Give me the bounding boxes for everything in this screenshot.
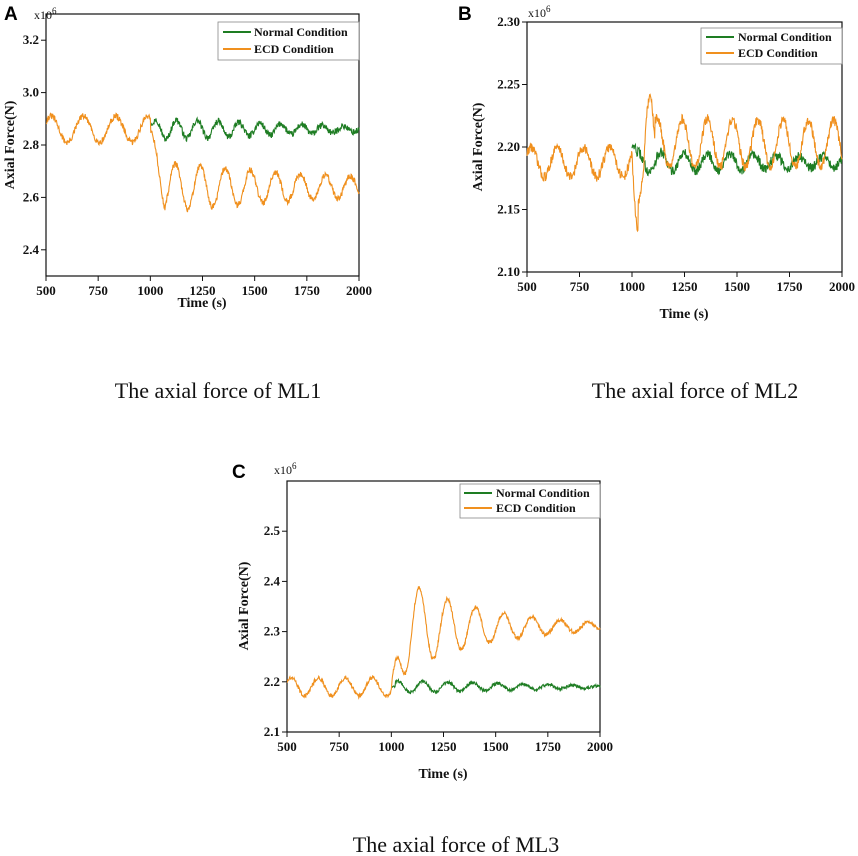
legend-label-normal: Normal Condition	[738, 30, 832, 44]
y-axis-title: Axial Force(N)	[3, 100, 18, 189]
legend-label-normal: Normal Condition	[254, 25, 348, 39]
x-tick-label: 1250	[431, 739, 457, 754]
y-multiplier-base: x10	[274, 463, 292, 477]
y-axis-title: Axial Force(N)	[237, 561, 252, 650]
y-tick-label: 2.25	[497, 77, 520, 92]
chart-panel-a: A x106 500 750 1000 1250 1500 1750 2000 2.4 2.6 2…	[3, 4, 372, 403]
panel-label: B	[458, 4, 472, 25]
svg-text:x106: x106	[528, 4, 551, 20]
legend-label-ecd: ECD Condition	[254, 42, 334, 56]
x-tick-label: 2000	[346, 283, 372, 298]
x-axis-title: Time (s)	[659, 307, 708, 322]
x-tick-label: 750	[88, 283, 108, 298]
x-tick-label: 500	[517, 279, 537, 294]
y-tick-label: 2.20	[497, 139, 520, 154]
y-tick-label: 2.2	[264, 674, 280, 689]
x-tick-label: 1000	[619, 279, 645, 294]
series-line-normal-condition	[391, 678, 601, 695]
series-layer	[45, 112, 360, 213]
axis-ticks: 500 750 1000 1250 1500 1750 2000 2.4 2.6 2.8 3.0 3.…	[23, 32, 372, 298]
chart-panel-b: B x106 500 750 1000 1250 1500 1750 2000 2.10 2.1…	[458, 4, 855, 403]
legend-label-ecd: ECD Condition	[496, 501, 576, 515]
svg-text:x106: x106	[34, 6, 57, 22]
y-tick-label: 2.8	[23, 137, 40, 152]
x-tick-label: 1750	[777, 279, 803, 294]
series-line-ecd-condition	[45, 112, 360, 213]
legend-box	[459, 483, 601, 519]
x-axis-title: Time (s)	[177, 296, 226, 311]
x-tick-label: 1000	[378, 739, 404, 754]
chart-caption: The axial force of ML2	[592, 378, 798, 403]
y-multiplier-exponent: 6	[52, 6, 57, 16]
x-tick-label: 1750	[535, 739, 561, 754]
axis-ticks: 500 750 1000 1250 1500 1750 2000 2.1 2.2 2.3 2.4 2.…	[264, 523, 613, 754]
svg-text:x106: x106	[274, 461, 297, 477]
x-tick-label: 750	[570, 279, 590, 294]
legend: Normal Condition ECD Condition	[459, 483, 601, 519]
y-tick-label: 2.30	[497, 14, 520, 29]
y-multiplier-base: x10	[34, 8, 52, 22]
chart-caption: The axial force of ML3	[353, 832, 559, 856]
y-tick-label: 2.1	[264, 724, 280, 739]
chart-caption: The axial force of ML1	[115, 378, 321, 403]
legend-label-ecd: ECD Condition	[738, 46, 818, 60]
y-axis-title: Axial Force(N)	[471, 102, 486, 191]
series-line-ecd-condition	[286, 586, 601, 700]
y-tick-label: 2.4	[264, 573, 281, 588]
y-tick-label: 2.6	[23, 189, 40, 204]
y-multiplier-base: x10	[528, 6, 546, 20]
y-multiplier-exponent: 6	[292, 461, 297, 471]
panel-label: A	[4, 4, 18, 25]
series-line-normal-condition	[149, 116, 360, 143]
x-tick-label: 500	[36, 283, 56, 298]
x-tick-label: 1750	[294, 283, 320, 298]
chart-panel-c: C x106 500 750 1000 1250 1500 1750 2000 2.1 2.2 2…	[232, 461, 613, 856]
axis-ticks: 500 750 1000 1250 1500 1750 2000 2.10 2.15 2.20 2.…	[497, 14, 855, 294]
x-tick-label: 1250	[190, 283, 216, 298]
y-tick-label: 2.5	[264, 523, 281, 538]
series-line-ecd-condition	[526, 93, 843, 233]
x-tick-label: 1500	[483, 739, 509, 754]
series-layer	[526, 93, 843, 233]
y-tick-label: 3.2	[23, 32, 39, 47]
y-tick-label: 2.3	[264, 624, 281, 639]
y-multiplier: x106	[274, 461, 297, 477]
y-multiplier: x106	[528, 4, 551, 20]
y-multiplier-exponent: 6	[546, 4, 551, 14]
y-multiplier: x106	[34, 6, 57, 22]
x-tick-label: 1000	[137, 283, 163, 298]
legend-box	[700, 27, 843, 65]
y-tick-label: 2.10	[497, 264, 520, 279]
legend: Normal Condition ECD Condition	[217, 21, 360, 61]
y-tick-label: 3.0	[23, 85, 39, 100]
x-tick-label: 1500	[724, 279, 750, 294]
legend-label-normal: Normal Condition	[496, 486, 590, 500]
x-tick-label: 1500	[242, 283, 268, 298]
x-tick-label: 2000	[829, 279, 855, 294]
panel-label: C	[232, 462, 246, 483]
x-tick-label: 2000	[587, 739, 613, 754]
legend: Normal Condition ECD Condition	[700, 27, 843, 65]
x-tick-label: 1250	[672, 279, 698, 294]
series-layer	[286, 586, 601, 700]
x-axis-title: Time (s)	[418, 767, 467, 782]
x-tick-label: 750	[329, 739, 349, 754]
x-tick-label: 500	[277, 739, 297, 754]
legend-box	[217, 21, 360, 61]
y-tick-label: 2.4	[23, 242, 40, 257]
y-tick-label: 2.15	[497, 202, 520, 217]
